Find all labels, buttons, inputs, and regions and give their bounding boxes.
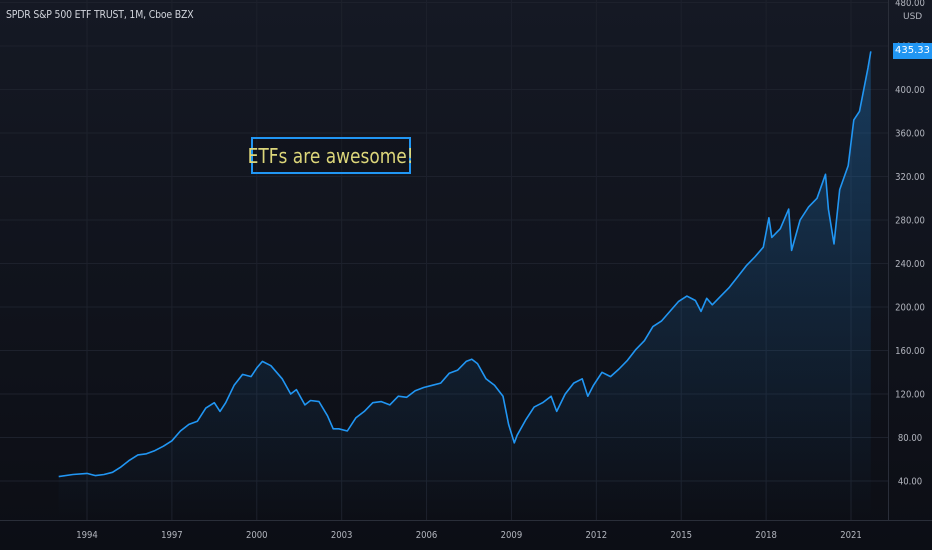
x-tick-label: 1994 <box>76 529 98 541</box>
x-tick-label: 2018 <box>755 529 777 541</box>
x-tick-label: 2000 <box>246 529 268 541</box>
y-tick-label: 480.00 <box>895 0 925 9</box>
y-tick-label: 80.00 <box>898 432 922 444</box>
y-tick-label: 400.00 <box>895 84 925 96</box>
currency-label: USD <box>903 12 923 22</box>
chart-title: SPDR S&P 500 ETF TRUST, 1M, Cboe BZX <box>6 8 194 21</box>
y-tick-label: 360.00 <box>895 128 925 140</box>
y-tick-label: 320.00 <box>895 171 925 183</box>
y-tick-label: 40.00 <box>898 476 922 488</box>
series-line <box>58 51 872 478</box>
text-annotation[interactable]: ETFs are awesome! <box>248 137 414 174</box>
series-path <box>58 51 872 478</box>
x-tick-label: 2021 <box>840 529 862 541</box>
x-tick-label: 2009 <box>501 529 523 541</box>
x-tick-label: 2015 <box>670 529 692 541</box>
last-price-badge: 435.33 <box>893 43 932 60</box>
y-tick-label: 200.00 <box>895 302 925 314</box>
y-tick-label: 280.00 <box>895 215 925 227</box>
series-area <box>58 51 871 521</box>
area-fill <box>58 51 871 521</box>
x-tick-label: 1997 <box>161 529 183 541</box>
annotation-text: ETFs are awesome! <box>248 143 414 168</box>
y-tick-label: 160.00 <box>895 345 925 357</box>
y-axis[interactable]: 40.00 80.00 120.00 160.00 200.00 240.00 280.00… <box>895 0 925 488</box>
x-tick-label: 2003 <box>331 529 353 541</box>
x-axis[interactable]: 1994 1997 2000 2003 2006 2009 2012 2015 2018 2021 <box>76 529 862 541</box>
y-tick-label: 120.00 <box>895 389 925 401</box>
x-tick-label: 2006 <box>416 529 438 541</box>
y-tick-label: 240.00 <box>895 258 925 270</box>
x-tick-label: 2012 <box>586 529 608 541</box>
